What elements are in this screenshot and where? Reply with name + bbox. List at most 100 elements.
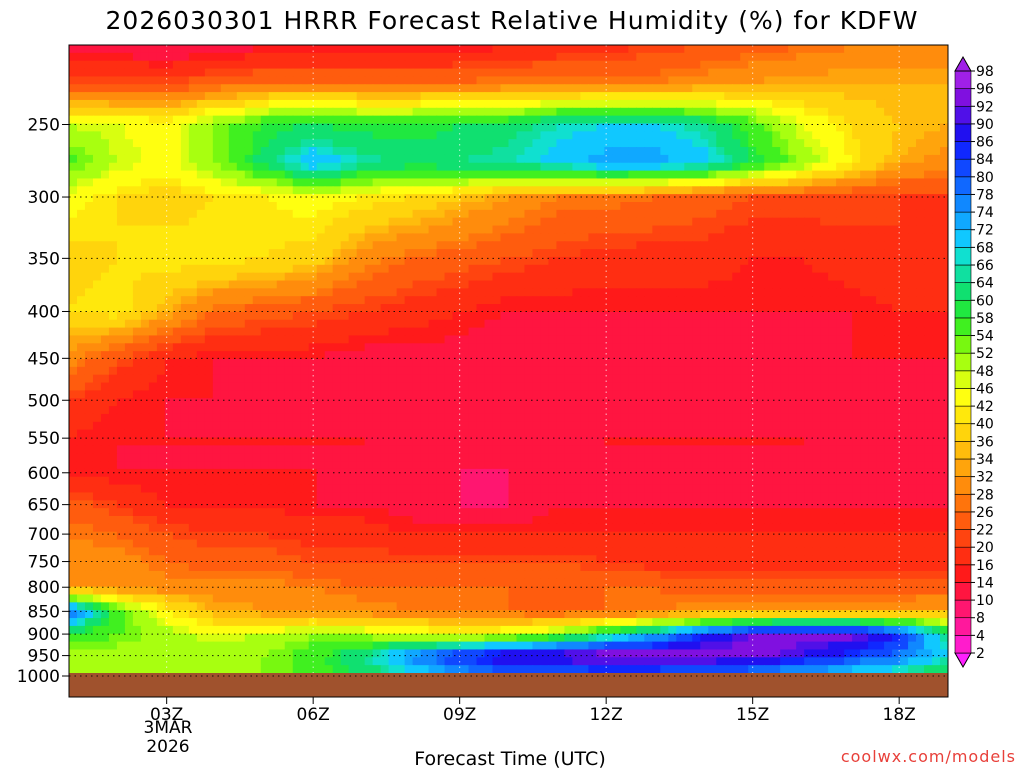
heatmap-cell	[260, 84, 270, 93]
heatmap-cell	[292, 139, 302, 148]
heatmap-cell	[436, 178, 446, 187]
heatmap-cell	[588, 60, 597, 70]
heatmap-cell	[204, 256, 214, 266]
heatmap-cell	[428, 304, 438, 313]
heatmap-cell	[612, 304, 621, 313]
heatmap-cell	[348, 233, 358, 242]
heatmap-cell	[212, 264, 222, 274]
heatmap-cell	[772, 241, 781, 250]
heatmap-cell	[884, 256, 893, 266]
heatmap-cell	[732, 76, 741, 85]
heatmap-cell	[700, 45, 709, 54]
heatmap-cell	[100, 209, 110, 219]
heatmap-cell	[252, 178, 262, 187]
heatmap-cell	[732, 366, 741, 376]
heatmap-cell	[692, 84, 701, 93]
heatmap-cell	[708, 52, 717, 62]
heatmap-cell	[116, 382, 126, 391]
heatmap-cell	[396, 335, 406, 344]
heatmap-cell	[164, 115, 174, 125]
heatmap-cell	[812, 217, 821, 227]
heatmap-cell	[492, 359, 502, 368]
heatmap-cell	[268, 304, 278, 313]
heatmap-cell	[804, 209, 813, 219]
heatmap-cell	[828, 217, 837, 227]
heatmap-cell	[69, 45, 78, 54]
heatmap-cell	[76, 45, 86, 54]
heatmap-cell	[628, 304, 637, 313]
heatmap-cell	[676, 68, 685, 77]
heatmap-cell	[788, 304, 797, 313]
heatmap-cell	[420, 374, 430, 384]
heatmap-cell	[548, 194, 558, 203]
heatmap-cell	[876, 186, 885, 195]
heatmap-cell	[708, 123, 717, 132]
heatmap-cell	[740, 131, 749, 140]
heatmap-cell	[924, 209, 933, 219]
heatmap-cell	[844, 99, 853, 109]
heatmap-cell	[588, 327, 597, 337]
heatmap-cell	[124, 217, 134, 227]
heatmap-cell	[220, 327, 230, 337]
heatmap-cell	[804, 92, 813, 101]
heatmap-cell	[692, 68, 701, 77]
heatmap-cell	[844, 296, 853, 305]
heatmap-cell	[148, 107, 158, 117]
heatmap-cell	[412, 76, 422, 85]
heatmap-cell	[212, 217, 222, 227]
heatmap-cell	[292, 45, 302, 54]
heatmap-cell	[876, 304, 885, 313]
heatmap-cell	[612, 264, 621, 274]
heatmap-cell	[492, 272, 502, 282]
heatmap-cell	[236, 99, 246, 109]
heatmap-cell	[564, 162, 574, 172]
heatmap-cell	[108, 76, 118, 85]
heatmap-cell	[684, 60, 693, 70]
heatmap-cell	[228, 390, 238, 399]
heatmap-cell	[516, 209, 526, 219]
heatmap-cell	[308, 154, 318, 164]
heatmap-cell	[508, 123, 518, 132]
heatmap-cell	[412, 186, 422, 195]
heatmap-cell	[332, 272, 342, 282]
heatmap-cell	[668, 359, 677, 368]
heatmap-cell	[804, 123, 813, 132]
heatmap-cell	[940, 288, 948, 297]
heatmap-cell	[380, 162, 390, 172]
heatmap-cell	[69, 92, 78, 101]
heatmap-cell	[628, 272, 637, 282]
heatmap-cell	[604, 272, 613, 282]
heatmap-cell	[588, 343, 597, 352]
heatmap-cell	[692, 45, 701, 54]
heatmap-cell	[636, 154, 645, 164]
heatmap-cell	[268, 186, 278, 195]
heatmap-cell	[156, 390, 166, 399]
heatmap-cell	[148, 147, 158, 156]
heatmap-cell	[156, 147, 166, 156]
heatmap-cell	[396, 194, 406, 203]
heatmap-cell	[412, 154, 422, 164]
heatmap-cell	[276, 335, 286, 344]
heatmap-cell	[444, 99, 454, 109]
heatmap-cell	[468, 99, 478, 109]
heatmap-cell	[884, 288, 893, 297]
heatmap-cell	[940, 84, 948, 93]
heatmap-cell	[852, 139, 861, 148]
heatmap-cell	[804, 327, 813, 337]
heatmap-cell	[348, 99, 358, 109]
heatmap-cell	[748, 92, 757, 101]
heatmap-cell	[100, 84, 110, 93]
heatmap-cell	[724, 186, 733, 195]
heatmap-cell	[564, 186, 574, 195]
heatmap-cell	[380, 390, 390, 399]
heatmap-cell	[524, 374, 534, 384]
heatmap-cell	[572, 202, 582, 211]
heatmap-cell	[868, 52, 877, 62]
heatmap-cell	[532, 147, 542, 156]
heatmap-cell	[388, 296, 398, 305]
heatmap-cell	[892, 256, 901, 266]
heatmap-cell	[844, 382, 853, 391]
heatmap-cell	[460, 359, 470, 368]
heatmap-cell	[236, 202, 246, 211]
heatmap-cell	[932, 194, 941, 203]
